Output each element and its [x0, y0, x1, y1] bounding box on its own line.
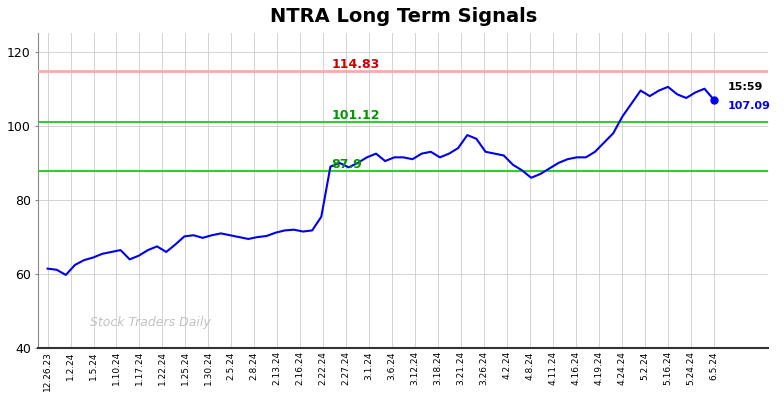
Text: 114.83: 114.83 — [331, 58, 379, 71]
Text: 101.12: 101.12 — [331, 109, 379, 122]
Text: 87.9: 87.9 — [331, 158, 362, 171]
Title: NTRA Long Term Signals: NTRA Long Term Signals — [270, 7, 537, 26]
Text: 15:59: 15:59 — [728, 82, 763, 92]
Text: 107.09: 107.09 — [728, 101, 770, 111]
Text: Stock Traders Daily: Stock Traders Daily — [89, 316, 210, 329]
